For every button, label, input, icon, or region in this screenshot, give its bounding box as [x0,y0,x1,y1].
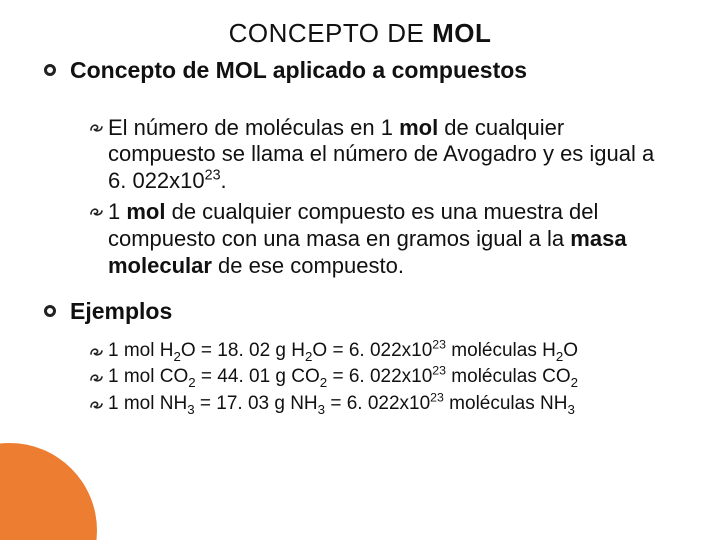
accent-circle-icon [0,443,97,540]
ring-bullet-icon [44,305,56,317]
body-paragraph-1: El número de moléculas en 1 mol de cualq… [108,115,676,195]
body-block: El número de moléculas en 1 mol de cualq… [90,115,676,280]
example-text-2: 1 mol CO2 = 44. 01 g CO2 = 6. 022x1023 m… [108,365,578,389]
slide-title: CONCEPTO DE MOL [44,18,676,49]
subtitle-row: Concepto de MOL aplicado a compuestos [44,57,676,85]
examples-heading: Ejemplos [70,298,172,326]
body-paragraph-2: 1 mol de cualquier compuesto es una mues… [108,199,676,279]
ring-bullet-icon [44,64,56,76]
example-text-1: 1 mol H2O = 18. 02 g H2O = 6. 022x1023 m… [108,339,578,363]
examples-block: 1 mol H2O = 18. 02 g H2O = 6. 022x1023 m… [90,339,676,416]
slide: CONCEPTO DE MOL Concepto de MOL aplicado… [0,0,720,540]
swirl-bullet-icon [90,370,108,388]
swirl-bullet-icon [90,120,108,138]
body-item: 1 mol de cualquier compuesto es una mues… [90,199,676,279]
body-item: El número de moléculas en 1 mol de cualq… [90,115,676,195]
example-row: 1 mol H2O = 18. 02 g H2O = 6. 022x1023 m… [90,339,676,363]
swirl-bullet-icon [90,344,108,362]
example-row: 1 mol CO2 = 44. 01 g CO2 = 6. 022x1023 m… [90,365,676,389]
swirl-bullet-icon [90,397,108,415]
example-row: 1 mol NH3 = 17. 03 g NH3 = 6. 022x1023 m… [90,392,676,416]
example-text-3: 1 mol NH3 = 17. 03 g NH3 = 6. 022x1023 m… [108,392,575,416]
examples-heading-row: Ejemplos [44,298,676,326]
swirl-bullet-icon [90,204,108,222]
subtitle-text: Concepto de MOL aplicado a compuestos [70,57,527,85]
title-bold: MOL [432,18,491,48]
title-prefix: CONCEPTO DE [229,18,432,48]
